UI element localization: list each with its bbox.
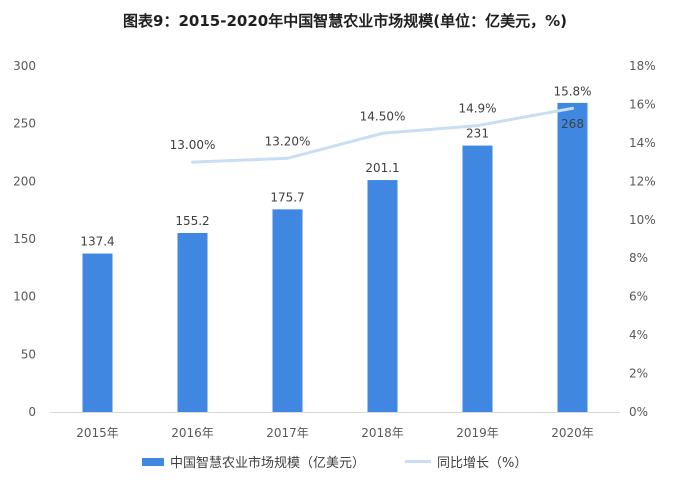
bar-data-label: 268 — [561, 117, 584, 131]
y-left-tick-label: 250 — [13, 117, 36, 131]
legend-swatch-line — [405, 460, 431, 463]
y-right-tick-label: 6% — [629, 290, 648, 304]
y-right-tick-label: 18% — [629, 59, 656, 73]
y-left-tick-label: 0 — [28, 405, 36, 419]
y-left-tick-label: 200 — [13, 174, 36, 188]
y-right-tick-label: 16% — [629, 97, 656, 111]
x-tick-label: 2020年 — [551, 426, 594, 440]
legend-swatch-bar — [142, 457, 164, 466]
y-right-tick-label: 2% — [629, 367, 648, 381]
growth-data-label: 14.50% — [360, 109, 406, 123]
bar — [557, 102, 588, 412]
legend-label-growth: 同比增长（%） — [437, 456, 528, 471]
x-tick-label: 2018年 — [361, 426, 404, 440]
bar — [177, 233, 208, 412]
x-tick-label: 2019年 — [456, 426, 499, 440]
growth-point — [571, 106, 574, 110]
y-right-tick-label: 0% — [629, 405, 648, 419]
bar — [82, 253, 113, 412]
y-left-tick-label: 300 — [13, 59, 36, 73]
y-left-tick-label: 50 — [21, 347, 36, 361]
legend-label-market-size: 中国智慧农业市场规模（亿美元） — [170, 456, 366, 471]
bar-data-label: 201.1 — [365, 161, 399, 175]
bar-data-label: 231 — [466, 127, 489, 141]
y-right-tick-label: 14% — [629, 136, 656, 150]
x-tick-label: 2017年 — [266, 426, 309, 440]
growth-point — [381, 131, 384, 135]
y-right-tick-label: 12% — [629, 174, 656, 188]
growth-data-label: 14.9% — [458, 102, 496, 116]
legend-item-market-size: 中国智慧农业市场规模（亿美元） — [142, 452, 365, 471]
y-right-tick-label: 4% — [629, 328, 648, 342]
y-right-tick-label: 8% — [629, 251, 648, 265]
legend-item-growth: 同比增长（%） — [405, 452, 527, 471]
growth-point — [286, 156, 289, 160]
bar-data-label: 175.7 — [270, 190, 304, 204]
growth-data-label: 13.20% — [265, 134, 311, 148]
bar — [272, 209, 303, 412]
growth-point — [476, 124, 479, 128]
bar — [462, 145, 493, 412]
growth-data-label: 15.8% — [553, 84, 591, 98]
bar-data-label: 137.4 — [80, 235, 114, 249]
chart-title: 图表9：2015-2020年中国智慧农业市场规模(单位：亿美元，%) — [123, 12, 567, 30]
chart-legend: 中国智慧农业市场规模（亿美元） 同比增长（%） — [0, 452, 690, 472]
y-right-tick-label: 10% — [629, 213, 656, 227]
x-tick-label: 2016年 — [171, 426, 214, 440]
bar — [367, 180, 398, 412]
growth-point — [191, 160, 194, 164]
bar-data-label: 155.2 — [175, 214, 209, 228]
y-left-tick-label: 100 — [13, 290, 36, 304]
growth-data-label: 13.00% — [170, 138, 216, 152]
x-tick-label: 2015年 — [76, 426, 119, 440]
y-left-tick-label: 150 — [13, 232, 36, 246]
